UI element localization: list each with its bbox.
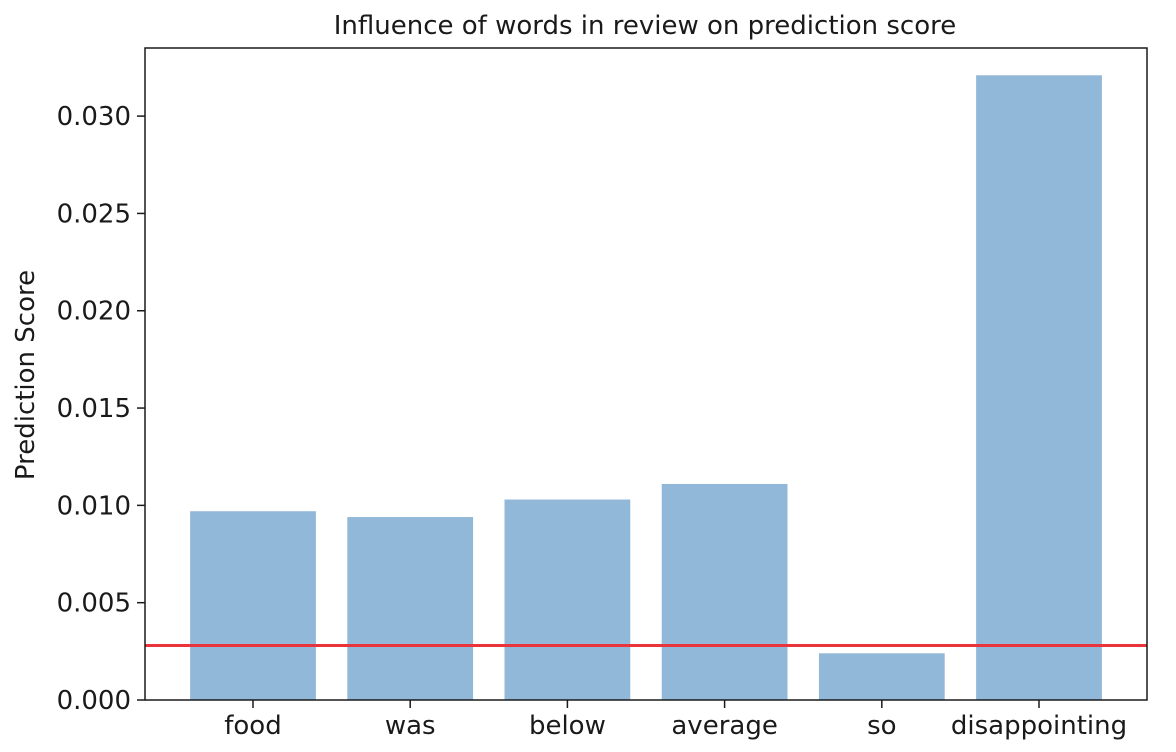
y-tick-label: 0.025 [57, 199, 131, 229]
x-tick-label-below: below [529, 711, 606, 741]
y-tick-label: 0.005 [57, 589, 131, 619]
x-tick-label-so: so [867, 711, 896, 741]
y-tick-label: 0.015 [57, 394, 131, 424]
bar-was [347, 517, 474, 700]
y-axis-label: Prediction Score [11, 270, 41, 480]
plot-area: 0.000 0.005 0.010 0.015 0.020 0.025 0.030 food w… [57, 47, 1148, 741]
y-tick-label: 0.020 [57, 297, 131, 327]
x-tick-label-food: food [224, 711, 281, 741]
y-tick-label: 0.030 [57, 102, 131, 132]
bar-disappointing [976, 75, 1102, 701]
bar-food [190, 511, 316, 700]
y-tick-label: 0.000 [57, 686, 131, 716]
bar-so [818, 653, 945, 700]
x-tick-label-average: average [671, 711, 777, 741]
bar-below [504, 499, 631, 700]
x-tick-label-was: was [385, 711, 436, 741]
y-tick-label: 0.010 [57, 491, 131, 521]
plot-frame [144, 47, 1148, 701]
chart-title: Influence of words in review on predicti… [334, 11, 957, 41]
x-tick-label-disappointing: disappointing [951, 711, 1127, 741]
bar-average [661, 483, 788, 700]
